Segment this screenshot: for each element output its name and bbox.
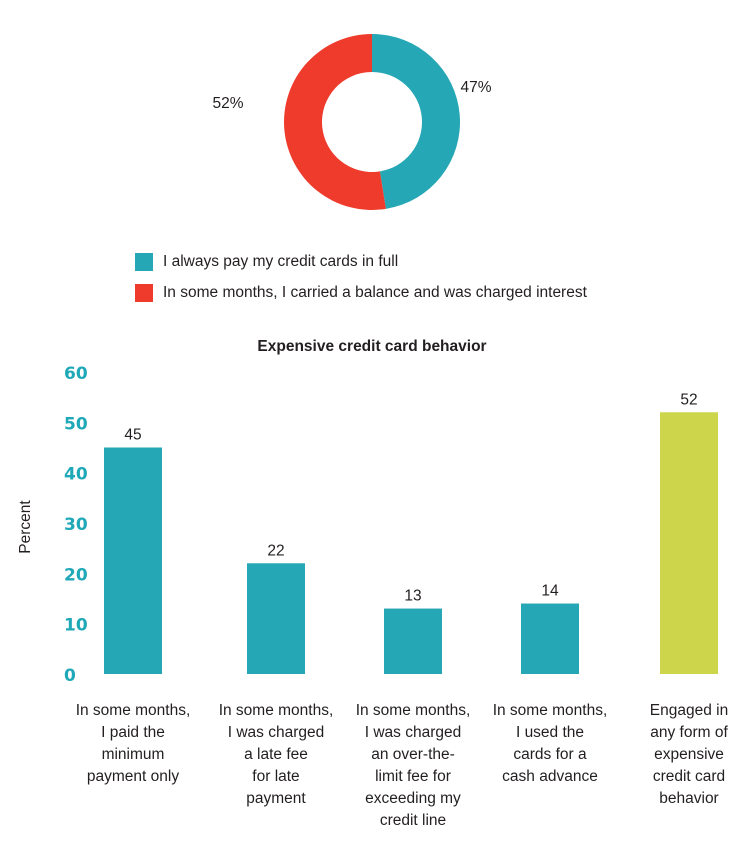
- legend-item-carried-balance: In some months, I carried a balance and …: [135, 283, 587, 303]
- x-tick-label-line: In some months,: [355, 702, 471, 719]
- bar-data-label: 14: [541, 583, 559, 600]
- bar-data-label: 52: [680, 391, 697, 408]
- bar: [384, 608, 442, 674]
- donut-chart: 47% 52%: [212, 34, 492, 210]
- y-tick-label: 60: [64, 364, 88, 384]
- donut-data-label: 47%: [460, 79, 491, 96]
- x-tick-label-line: In some months,: [75, 702, 191, 719]
- bar-data-label: 45: [124, 427, 141, 444]
- x-tick-label-line: payment: [246, 790, 306, 807]
- x-tick-label-line: credit card: [652, 768, 726, 785]
- y-tick-label: 0: [64, 666, 76, 686]
- x-tick-label-line: Engaged in: [649, 702, 729, 719]
- y-axis-ticks: 0 10 20 30 40 50 60: [64, 364, 88, 686]
- legend-item-pay-in-full: I always pay my credit cards in full: [135, 252, 587, 272]
- legend-swatch-red: [135, 284, 153, 302]
- bar-data-label: 22: [267, 542, 284, 559]
- x-tick-label-line: exceeding my: [365, 790, 461, 807]
- x-tick-label: In some months, I paid the minimum payment …: [67, 700, 199, 788]
- bar-chart: Percent 0 10 20 30 40 50 60 45 22 13 14 52: [17, 364, 718, 686]
- x-tick-label-line: behavior: [659, 790, 719, 807]
- bar: [104, 447, 162, 674]
- bar: [521, 603, 579, 674]
- y-tick-label: 50: [64, 414, 88, 434]
- x-tick-label: In some months, I was charged an over-the-…: [347, 700, 479, 832]
- bar-chart-title: Expensive credit card behavior: [257, 338, 487, 355]
- bar-data-label: 13: [404, 588, 421, 605]
- y-tick-label: 20: [64, 565, 88, 585]
- x-tick-label: Engaged in any form of expensive credit car…: [623, 700, 744, 810]
- x-tick-label-line: payment only: [86, 768, 180, 785]
- legend-label: In some months, I carried a balance and …: [163, 284, 587, 301]
- donut-data-label: 52%: [212, 95, 243, 112]
- x-tick-label-line: for late: [252, 768, 300, 785]
- bars: 45 22 13 14 52: [104, 391, 718, 674]
- x-tick-label-line: expensive: [654, 746, 724, 763]
- bar: [247, 563, 305, 674]
- y-axis-label: Percent: [17, 500, 34, 554]
- x-tick-label: In some months, I used the cards for a cash…: [484, 700, 616, 788]
- legend: I always pay my credit cards in full In …: [135, 252, 587, 314]
- x-tick-label-line: cash advance: [502, 768, 598, 785]
- y-tick-label: 10: [64, 616, 88, 636]
- x-tick-label-line: a late fee: [244, 746, 308, 763]
- bar: [660, 412, 718, 674]
- legend-label: I always pay my credit cards in full: [163, 253, 399, 270]
- y-tick-label: 30: [64, 515, 88, 535]
- x-tick-label-line: an over-the-: [371, 746, 455, 763]
- legend-swatch-teal: [135, 253, 153, 271]
- x-tick-label-line: I was charged: [227, 724, 325, 741]
- x-tick-label-line: limit fee for: [375, 768, 451, 785]
- y-tick-label: 40: [64, 465, 88, 485]
- x-tick-label-line: cards for a: [513, 746, 587, 763]
- x-tick-label-line: I paid the: [101, 724, 165, 741]
- x-tick-label-line: I was charged: [364, 724, 462, 741]
- x-tick-label-line: credit line: [379, 812, 447, 829]
- x-tick-label-line: I used the: [515, 724, 585, 741]
- donut-slice: [284, 34, 386, 210]
- x-tick-label-line: minimum: [101, 746, 165, 763]
- x-tick-label-line: any form of: [650, 724, 728, 741]
- x-tick-label-line: In some months,: [492, 702, 608, 719]
- x-tick-label-line: In some months,: [218, 702, 334, 719]
- x-tick-label: In some months, I was charged a late fee fo…: [210, 700, 342, 810]
- donut-slice: [372, 34, 461, 209]
